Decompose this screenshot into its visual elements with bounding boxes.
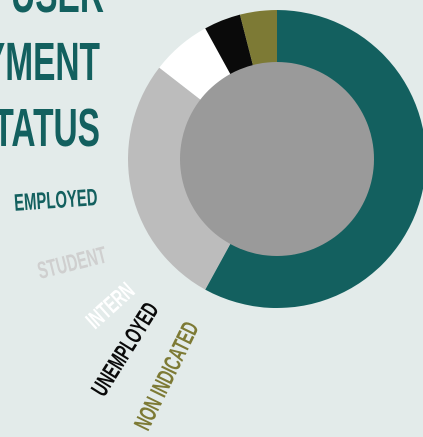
- legend-label: EMPLOYED: [13, 185, 98, 217]
- title-line: EMPLOYMENT: [0, 31, 100, 92]
- donut-center: [180, 62, 374, 256]
- donut: [128, 10, 423, 308]
- title-line: USER: [11, 0, 104, 24]
- chart-title: USER EMPLOYMENT STATUS: [0, 0, 104, 158]
- title-line: STATUS: [0, 97, 100, 158]
